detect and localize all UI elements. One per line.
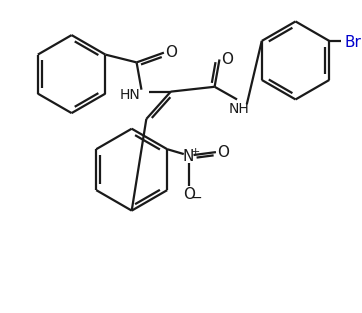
Text: N: N (183, 150, 194, 165)
Text: O: O (183, 187, 195, 202)
Text: O: O (221, 52, 233, 67)
Text: Br: Br (344, 35, 361, 50)
Text: −: − (191, 191, 202, 205)
Text: +: + (191, 147, 200, 157)
Text: O: O (165, 45, 177, 60)
Text: O: O (217, 145, 229, 160)
Text: NH: NH (229, 102, 249, 116)
Text: HN: HN (119, 88, 140, 102)
